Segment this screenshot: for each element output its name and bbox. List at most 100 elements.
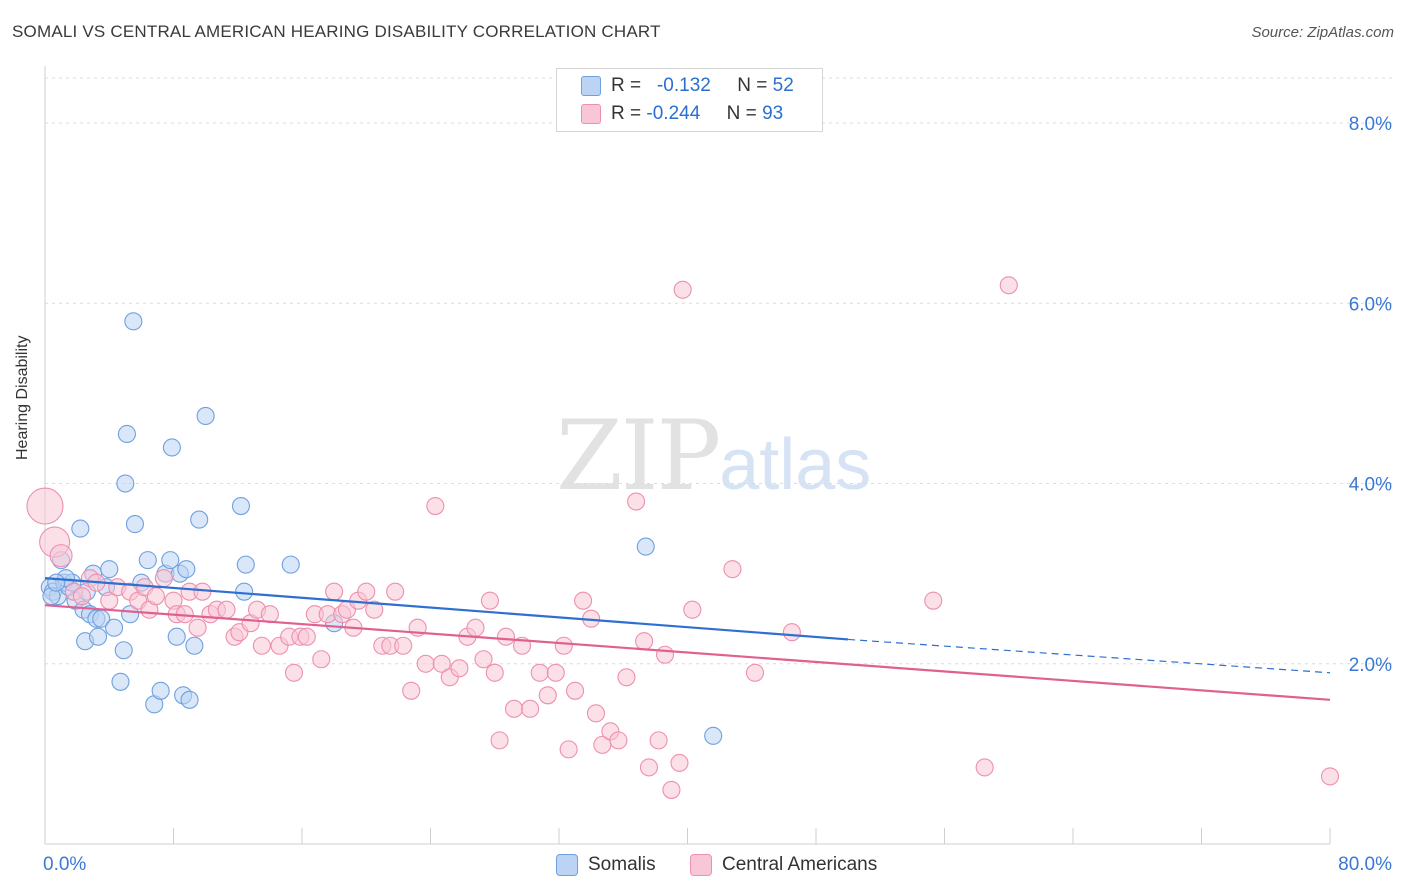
central-americans-point bbox=[924, 591, 943, 610]
central-americans-point bbox=[670, 753, 689, 772]
r-value: -0.244 bbox=[646, 103, 701, 124]
r-value: -0.132 bbox=[656, 75, 711, 96]
somalis-point bbox=[161, 551, 180, 570]
somalis-point bbox=[125, 515, 144, 534]
central-americans-point bbox=[586, 704, 605, 723]
central-americans-point bbox=[284, 663, 304, 682]
chart-title: SOMALI VS CENTRAL AMERICAN HEARING DISAB… bbox=[12, 22, 661, 41]
central-americans-point bbox=[26, 487, 64, 525]
central-americans-legend-swatch bbox=[690, 854, 712, 876]
central-americans-point bbox=[260, 605, 279, 624]
somalis-point bbox=[636, 537, 655, 556]
central-americans-point bbox=[566, 681, 585, 700]
somalis-point bbox=[100, 560, 119, 579]
central-americans-point bbox=[655, 645, 675, 664]
somalis-point bbox=[162, 438, 181, 457]
somalis-point bbox=[177, 560, 196, 579]
somalis-point bbox=[180, 690, 199, 709]
central-americans-point bbox=[635, 632, 654, 651]
central-americans-point bbox=[627, 492, 646, 511]
central-americans-point bbox=[999, 276, 1018, 295]
central-americans-trend-line bbox=[44, 604, 1331, 701]
legend-item-somalis[interactable]: Somalis bbox=[556, 852, 656, 878]
central-americans-point bbox=[432, 654, 451, 673]
central-americans-point bbox=[146, 587, 165, 606]
stats-legend: R = -0.132 N = 52 R = -0.244 N = 93 bbox=[556, 68, 823, 132]
central-americans-point bbox=[154, 569, 173, 588]
central-americans-point bbox=[1320, 767, 1340, 786]
legend-label-somalis: Somalis bbox=[588, 854, 656, 875]
central-americans-point bbox=[617, 668, 636, 687]
central-americans-point bbox=[496, 627, 516, 646]
central-americans-point bbox=[480, 591, 499, 610]
x-tick-label: 0.0% bbox=[43, 854, 86, 875]
chart-source: Source: ZipAtlas.com bbox=[1251, 24, 1394, 41]
somalis-point bbox=[138, 551, 157, 570]
n-value: 93 bbox=[762, 103, 784, 124]
central-americans-point bbox=[723, 560, 742, 579]
central-americans-point bbox=[474, 650, 493, 669]
central-americans-point bbox=[466, 618, 485, 637]
central-americans-point bbox=[49, 544, 73, 568]
somalis-trend-line-extension bbox=[848, 638, 1331, 674]
central-americans-point bbox=[252, 636, 271, 655]
n-label: N = bbox=[726, 103, 757, 124]
somalis-point bbox=[231, 497, 251, 516]
somalis-point bbox=[185, 636, 204, 655]
somalis-trend-line bbox=[44, 577, 849, 641]
central-americans-point bbox=[357, 582, 376, 601]
y-tick-label: 6.0% bbox=[1349, 294, 1392, 315]
central-americans-point bbox=[538, 686, 557, 705]
x-tick-label: 80.0% bbox=[1338, 854, 1392, 875]
central-americans-point bbox=[975, 758, 994, 777]
central-americans-point bbox=[504, 699, 524, 718]
central-americans-point bbox=[649, 731, 668, 750]
somalis-point bbox=[190, 510, 209, 529]
somalis-point bbox=[105, 618, 124, 637]
central-americans-point bbox=[386, 582, 405, 601]
central-americans-swatch bbox=[581, 104, 601, 124]
central-americans-point bbox=[312, 650, 331, 669]
central-americans-point bbox=[485, 663, 504, 682]
central-americans-point bbox=[530, 663, 549, 682]
central-americans-point bbox=[639, 758, 659, 777]
somalis-point bbox=[704, 726, 723, 745]
somalis-point bbox=[116, 474, 135, 493]
somalis-point bbox=[111, 672, 130, 691]
y-tick-label: 8.0% bbox=[1349, 114, 1392, 135]
y-tick-label: 4.0% bbox=[1349, 475, 1392, 496]
central-americans-point bbox=[662, 780, 681, 799]
r-label: R = bbox=[611, 75, 642, 96]
somalis-point bbox=[47, 573, 66, 592]
n-value: 52 bbox=[772, 75, 794, 96]
central-americans-point bbox=[325, 582, 344, 601]
central-americans-point bbox=[574, 591, 593, 610]
central-americans-point bbox=[673, 280, 692, 299]
central-americans-point bbox=[394, 636, 413, 655]
central-americans-point bbox=[188, 618, 207, 637]
stats-legend-row-somalis: R = -0.132 N = 52 bbox=[581, 74, 794, 98]
somalis-point bbox=[281, 555, 300, 574]
central-americans-point bbox=[559, 740, 578, 759]
central-americans-point bbox=[217, 600, 236, 619]
central-americans-point bbox=[745, 663, 765, 682]
y-tick-label: 2.0% bbox=[1349, 655, 1392, 676]
somalis-point bbox=[114, 641, 133, 660]
stats-legend-row-central-americans: R = -0.244 N = 93 bbox=[581, 102, 783, 126]
somalis-point bbox=[117, 424, 136, 444]
somalis-point bbox=[196, 406, 215, 425]
somalis-point bbox=[236, 555, 255, 574]
central-americans-point bbox=[554, 636, 573, 655]
r-label: R = bbox=[611, 103, 642, 124]
central-americans-point bbox=[683, 600, 702, 619]
central-americans-point bbox=[521, 699, 540, 718]
central-americans-point bbox=[450, 659, 469, 678]
central-americans-point bbox=[782, 623, 801, 642]
legend-item-central-americans[interactable]: Central Americans bbox=[690, 852, 877, 878]
central-americans-point bbox=[365, 600, 384, 619]
central-americans-point bbox=[426, 497, 445, 516]
somalis-point bbox=[71, 519, 90, 538]
central-americans-point bbox=[297, 627, 316, 646]
central-americans-point bbox=[72, 587, 91, 606]
